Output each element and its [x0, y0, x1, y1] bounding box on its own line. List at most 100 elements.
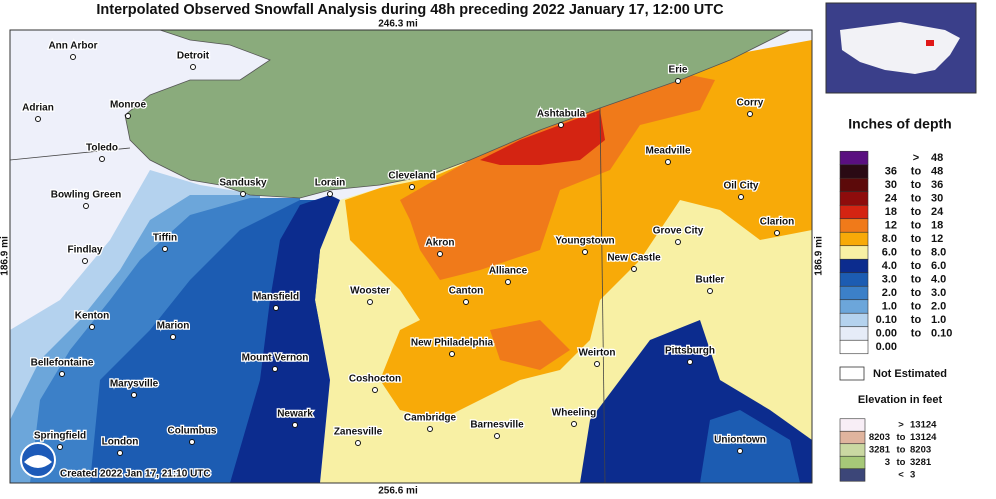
- noaa-logo-bird: [24, 455, 52, 468]
- legend-swatch: [839, 430, 866, 445]
- legend-sep: to: [911, 260, 922, 272]
- city-label: Pittsburgh: [665, 346, 715, 357]
- legend-low: 18: [885, 206, 897, 218]
- legend-sep: to: [911, 314, 922, 326]
- legend-swatch: [839, 164, 869, 179]
- city-label: Uniontown: [714, 435, 766, 446]
- city-dot: [117, 450, 123, 456]
- city-dot: [427, 426, 433, 432]
- city-dot: [89, 324, 95, 330]
- legend-high: 24: [931, 206, 944, 218]
- legend-low: 12: [885, 219, 897, 231]
- city-label: Tiffin: [153, 233, 177, 244]
- legend-swatch: [839, 418, 866, 432]
- map-frame: [9, 29, 813, 484]
- city-label: Columbus: [168, 426, 217, 437]
- legend-title: Inches of depth: [848, 116, 951, 132]
- city-label: Detroit: [177, 51, 210, 62]
- city-dot: [59, 371, 65, 377]
- city-dot: [57, 444, 63, 450]
- region: [480, 110, 605, 165]
- legend-swatch: [839, 204, 869, 220]
- legend-low: 0.10: [876, 314, 897, 326]
- city-label: New Castle: [607, 253, 661, 264]
- legend-high: 13124: [910, 420, 937, 431]
- inset-marker: [926, 40, 934, 46]
- legend-swatch: [839, 312, 869, 328]
- legend-label: Not Estimated: [873, 368, 947, 380]
- inset-land: [840, 22, 960, 74]
- city-dot: [272, 366, 278, 372]
- city-label: Ashtabula: [537, 109, 586, 120]
- city-label: Zanesville: [334, 427, 383, 438]
- legend-sep: <: [898, 470, 904, 481]
- city-label: Erie: [669, 65, 688, 76]
- city-label: Toledo: [86, 143, 118, 154]
- legend-sep: to: [911, 206, 922, 218]
- legend-low: 0.00: [876, 327, 897, 339]
- lake-erie: [124, 30, 791, 199]
- city-label: Oil City: [723, 181, 758, 192]
- city-label: Mount Vernon: [242, 353, 309, 364]
- legend-swatch: [839, 177, 869, 193]
- legend-swatch: [839, 326, 869, 341]
- legend-swatch: [839, 258, 869, 274]
- city-dot: [131, 392, 137, 398]
- legend-swatch: [839, 272, 869, 287]
- city-label: Corry: [737, 98, 764, 109]
- city-dot: [707, 288, 713, 294]
- legend-sep: to: [911, 233, 922, 245]
- city-dot: [687, 359, 693, 365]
- legend-low: 30: [885, 179, 897, 191]
- legend-swatch: [839, 231, 869, 247]
- legend-low: 3281: [869, 445, 891, 456]
- city-label: Adrian: [22, 103, 54, 114]
- legend-swatch: [839, 218, 869, 233]
- city-dot: [273, 305, 279, 311]
- legend-sep: to: [911, 327, 922, 339]
- city-dot: [747, 111, 753, 117]
- legend-sep: to: [911, 300, 922, 312]
- scale-right: 186.9 mi: [814, 236, 825, 276]
- legend-low: 8.0: [882, 233, 897, 245]
- legend-low: 1.0: [882, 300, 897, 312]
- city-label: Ann Arbor: [48, 41, 97, 52]
- city-dot: [665, 159, 671, 165]
- region: [230, 195, 340, 483]
- city-label: Akron: [426, 238, 455, 249]
- scale-left: 186.9 mi: [0, 236, 11, 276]
- legend-high: 0.10: [931, 327, 952, 339]
- city-dot: [327, 191, 333, 197]
- city-dot: [494, 433, 500, 439]
- elevation-title: Elevation in feet: [858, 394, 943, 406]
- legend-swatch: [839, 455, 866, 470]
- state-line: [599, 107, 606, 483]
- city-label: Cleveland: [388, 171, 435, 182]
- created-note: Created 2022 Jan 17, 21:10 UTC: [60, 469, 211, 480]
- legend-high: 48: [931, 152, 943, 164]
- legend-high: 1.0: [931, 314, 946, 326]
- city-dot: [582, 249, 588, 255]
- legend-low: 8203: [869, 432, 890, 443]
- legend-sep: to: [897, 445, 906, 456]
- city-dot: [558, 122, 564, 128]
- city-label: Canton: [449, 286, 483, 297]
- legend-swatch: [839, 245, 869, 260]
- city-label: Meadville: [645, 146, 690, 157]
- city-label: Youngstown: [555, 236, 614, 247]
- legend-swatch: [839, 366, 865, 381]
- city-label: London: [102, 437, 139, 448]
- city-dot: [372, 387, 378, 393]
- legend-high: 30: [931, 192, 943, 204]
- city-dot: [675, 78, 681, 84]
- legend-sep: >: [913, 152, 919, 164]
- legend-high: 3281: [910, 457, 932, 468]
- city-label: Newark: [277, 409, 313, 420]
- legend-sep: to: [911, 165, 922, 177]
- city-label: Wooster: [350, 286, 390, 297]
- legend-low: 3: [885, 457, 890, 468]
- city-dot: [70, 54, 76, 60]
- legend-swatch: [839, 191, 869, 206]
- city-dot: [367, 299, 373, 305]
- city-label: Sandusky: [219, 178, 267, 189]
